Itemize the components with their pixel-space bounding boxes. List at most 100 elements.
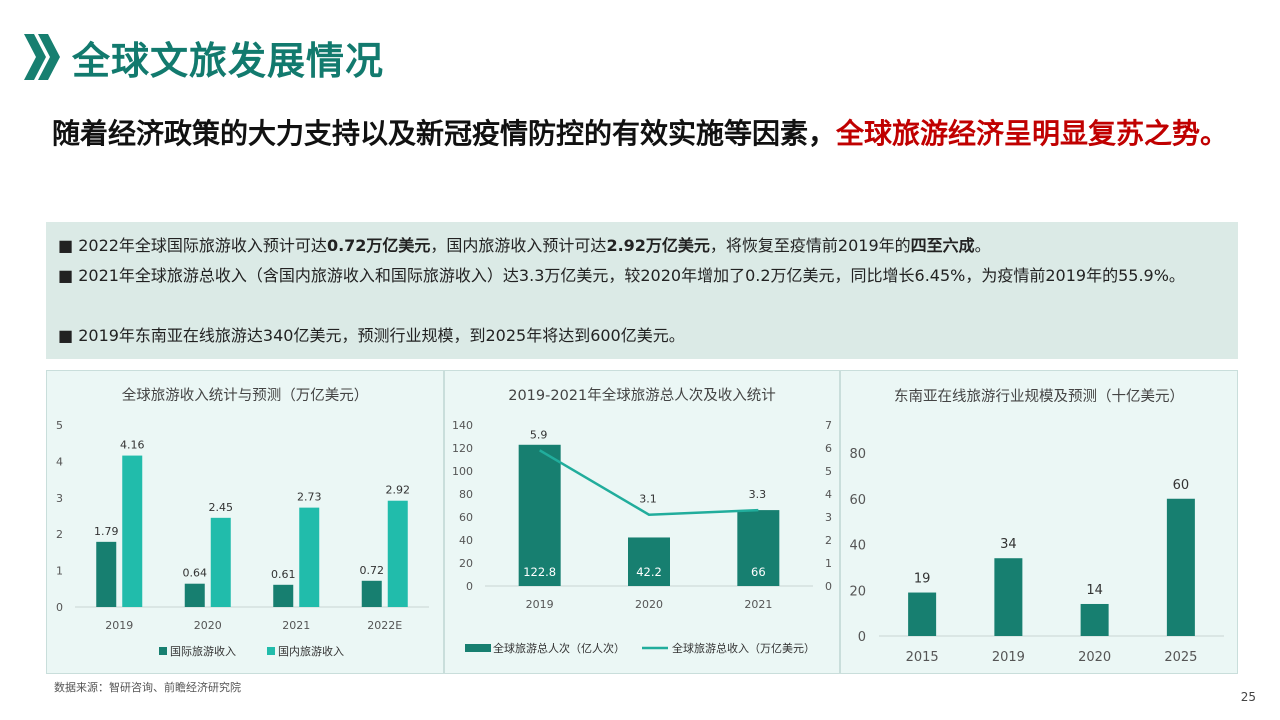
y-tick-label: 0 (466, 580, 473, 593)
chart-3-svg: 0 20 40 60 80 19 2015 34 2019 14 2020 60 2025 (849, 447, 1224, 665)
y-tick-label: 20 (459, 557, 473, 570)
chart-1-svg: 0 1 2 3 4 5 1.79 4.16 2019 0.64 2.45 2020 0.61 2.73 20… (56, 419, 429, 658)
bar-market-size (908, 592, 937, 636)
bullet-text: 。 (974, 236, 991, 255)
bullet-1: ■ 2022年全球国际旅游收入预计可达0.72万亿美元，国内旅游收入预计可达2.… (58, 232, 1228, 260)
x-tick-label: 2022E (367, 619, 402, 632)
legend-label: 国内旅游收入 (278, 644, 344, 658)
bar-intl (96, 541, 117, 607)
data-label: 1.79 (94, 525, 119, 538)
bullet-marker: ■ (58, 326, 74, 345)
data-label: 0.64 (183, 567, 208, 580)
bar-intl (273, 584, 294, 607)
data-label: 60 (1173, 478, 1190, 493)
legend-label: 全球旅游总收入（万亿美元） (672, 641, 815, 655)
bar-visits (518, 444, 561, 586)
bar-domestic (122, 455, 143, 607)
y-tick-label: 60 (459, 511, 473, 524)
y2-tick-label: 3 (825, 511, 832, 524)
data-label: 5.9 (530, 428, 548, 441)
data-label: 42.2 (636, 565, 662, 579)
y-tick-label: 2 (56, 528, 63, 541)
bar-intl (184, 583, 205, 607)
data-label: 3.3 (749, 488, 767, 501)
legend-swatch (159, 647, 167, 655)
bar-intl (361, 580, 382, 607)
chart-2-title: 2019-2021年全球旅游总人次及收入统计 (508, 388, 776, 404)
bar-domestic (387, 500, 408, 607)
bar-visits (737, 510, 780, 586)
y-tick-label: 0 (56, 601, 63, 614)
legend-swatch (267, 647, 275, 655)
bar-market-size (994, 558, 1023, 636)
y-tick-label: 60 (849, 493, 866, 508)
chart-panel-3: 东南亚在线旅游行业规模及预测（十亿美元） 0 20 40 60 80 19 2015 34 20… (840, 370, 1238, 674)
chart-panel-2: 2019-2021年全球旅游总人次及收入统计 0 20 40 60 80 100 120 14… (444, 370, 840, 674)
y-tick-label: 3 (56, 492, 63, 505)
y-tick-label: 5 (56, 419, 63, 432)
bullet-2: ■ 2021年全球旅游总收入（含国内旅游收入和国际旅游收入）达3.3万亿美元，较… (58, 262, 1228, 290)
data-label: 0.72 (360, 564, 385, 577)
x-tick-label: 2019 (526, 598, 554, 611)
data-label: 19 (914, 572, 931, 587)
bullet-text: ，将恢复至疫情前2019年的 (709, 236, 911, 255)
chevron-double-icon (24, 34, 60, 80)
y-tick-label: 40 (849, 539, 866, 554)
bullet-text: 2.92万亿美元 (606, 236, 710, 255)
source-note: 数据来源：智研咨询、前瞻经济研究院 (54, 681, 241, 694)
page-number: 25 (1240, 690, 1256, 704)
bullet-text: ，国内旅游收入预计可达 (430, 236, 607, 255)
bullet-marker: ■ (58, 236, 74, 255)
data-label: 4.16 (120, 439, 145, 452)
y-tick-label: 4 (56, 455, 63, 468)
x-tick-label: 2019 (992, 650, 1025, 665)
data-label: 2.92 (386, 484, 411, 497)
x-tick-label: 2019 (105, 619, 133, 632)
bullet-marker: ■ (58, 266, 74, 285)
chart-1-title: 全球旅游收入统计与预测（万亿美元） (121, 388, 369, 404)
headline-plain: 随着经济政策的大力支持以及新冠疫情防控的有效实施等因素， (52, 117, 837, 150)
bullet-text: 2019年东南亚在线旅游达340亿美元，预测行业规模，到2025年将达到600亿… (73, 326, 685, 345)
bullet-text: 0.72万亿美元 (326, 236, 431, 255)
headline-highlight: 全球旅游经济呈明显复苏之势。 (836, 117, 1229, 150)
bullet-text: 2021年全球旅游总收入（含国内旅游收入和国际旅游收入）达3.3万亿美元，较20… (73, 266, 1185, 285)
y2-tick-label: 0 (825, 580, 832, 593)
x-tick-label: 2020 (1078, 650, 1111, 665)
bullet-text: 四至六成 (910, 236, 975, 255)
y-tick-label: 80 (459, 488, 473, 501)
data-label: 14 (1086, 583, 1103, 598)
data-label: 122.8 (523, 565, 556, 579)
y-tick-label: 140 (452, 419, 473, 432)
x-tick-label: 2021 (744, 598, 772, 611)
y2-tick-label: 1 (825, 557, 832, 570)
y-tick-label: 20 (849, 584, 866, 599)
y-tick-label: 120 (452, 442, 473, 455)
info-box: ■ 2022年全球国际旅游收入预计可达0.72万亿美元，国内旅游收入预计可达2.… (46, 222, 1238, 359)
bar-market-size (1166, 498, 1195, 636)
legend-label: 国际旅游收入 (170, 644, 236, 658)
y-tick-label: 1 (56, 565, 63, 578)
headline: 随着经济政策的大力支持以及新冠疫情防控的有效实施等因素，全球旅游经济呈明显复苏之… (52, 110, 1242, 158)
y-tick-label: 100 (452, 465, 473, 478)
y-tick-label: 40 (459, 534, 473, 547)
chart-panel-1: 全球旅游收入统计与预测（万亿美元） 0 1 2 3 4 5 1.79 4.16 2019 0.64… (46, 370, 444, 674)
x-tick-label: 2015 (906, 650, 939, 665)
page-title: 全球文旅发展情况 (72, 39, 385, 83)
legend-swatch (465, 644, 491, 652)
data-label: 2.73 (297, 491, 322, 504)
x-tick-label: 2025 (1164, 650, 1197, 665)
bullet-text: 2022年全球国际旅游收入预计可达 (73, 236, 327, 255)
data-label: 0.61 (271, 568, 296, 581)
data-label: 3.1 (639, 493, 657, 506)
bar-domestic (210, 517, 231, 607)
bar-domestic (299, 507, 320, 607)
x-tick-label: 2021 (282, 619, 310, 632)
y-tick-label: 80 (849, 447, 866, 462)
legend-label: 全球旅游总人次（亿人次） (493, 641, 625, 655)
bar-visits (628, 537, 670, 586)
data-label: 34 (1000, 537, 1017, 552)
x-tick-label: 2020 (194, 619, 222, 632)
data-label: 2.45 (209, 501, 234, 514)
chart-2-svg: 0 20 40 60 80 100 120 140 0 1 2 3 4 5 6 7 122.8 2019 42.2 2… (452, 419, 832, 655)
y-tick-label: 0 (858, 630, 866, 645)
